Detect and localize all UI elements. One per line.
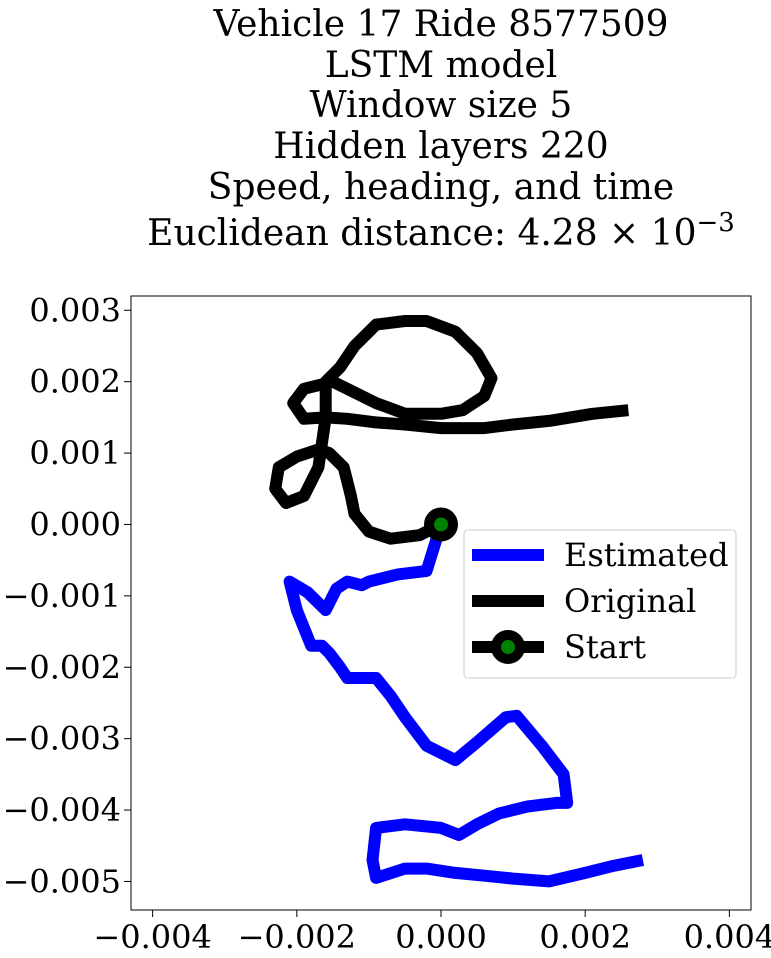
legend-label-start: Start bbox=[564, 628, 646, 666]
title-line-5: Speed, heading, and time bbox=[208, 167, 674, 208]
start-marker bbox=[424, 507, 458, 542]
y-tick-label: 0.002 bbox=[29, 363, 121, 401]
legend-label-original: Original bbox=[564, 582, 696, 620]
y-axis-ticks: 0.003 0.002 0.001 0.000 −0.001 −0.002 −0.003 −0… bbox=[3, 291, 131, 900]
legend-label-estimated: Estimated bbox=[564, 536, 729, 574]
x-tick-label: −0.002 bbox=[238, 918, 356, 956]
legend-marker-start bbox=[491, 630, 525, 664]
y-tick-label: −0.004 bbox=[3, 791, 121, 829]
series-line-estimated bbox=[283, 522, 645, 888]
title-distance-exponent: −3 bbox=[696, 208, 734, 238]
legend: Estimated Original Start bbox=[463, 529, 737, 679]
title-line-6: Euclidean distance: 4.28 × 10−3 bbox=[147, 208, 735, 254]
y-tick-label: −0.005 bbox=[3, 862, 121, 900]
x-tick-label: 0.000 bbox=[395, 918, 487, 956]
y-tick-label: 0.003 bbox=[29, 291, 121, 329]
title-line-2: LSTM model bbox=[325, 45, 558, 86]
y-tick-label: 0.000 bbox=[29, 505, 121, 543]
y-tick-label: −0.003 bbox=[3, 720, 121, 758]
plot-lines bbox=[269, 315, 645, 888]
y-tick-label: 0.001 bbox=[29, 434, 121, 472]
chart-title: Vehicle 17 Ride 8577509 LSTM model Windo… bbox=[147, 4, 735, 254]
title-line-4: Hidden layers 220 bbox=[273, 126, 608, 167]
plot-markers bbox=[424, 507, 458, 542]
x-tick-label: −0.004 bbox=[93, 918, 211, 956]
series-line-original bbox=[269, 315, 629, 545]
title-line-3: Window size 5 bbox=[310, 85, 573, 126]
x-tick-label: 0.002 bbox=[539, 918, 631, 956]
title-distance-text: Euclidean distance: 4.28 × 10 bbox=[147, 213, 696, 254]
x-axis-ticks: −0.004 −0.002 0.000 0.002 0.004 bbox=[93, 910, 771, 956]
title-line-1: Vehicle 17 Ride 8577509 bbox=[212, 4, 668, 45]
x-tick-label: 0.004 bbox=[684, 918, 771, 956]
y-tick-label: −0.002 bbox=[3, 648, 121, 686]
y-tick-label: −0.001 bbox=[3, 577, 121, 615]
